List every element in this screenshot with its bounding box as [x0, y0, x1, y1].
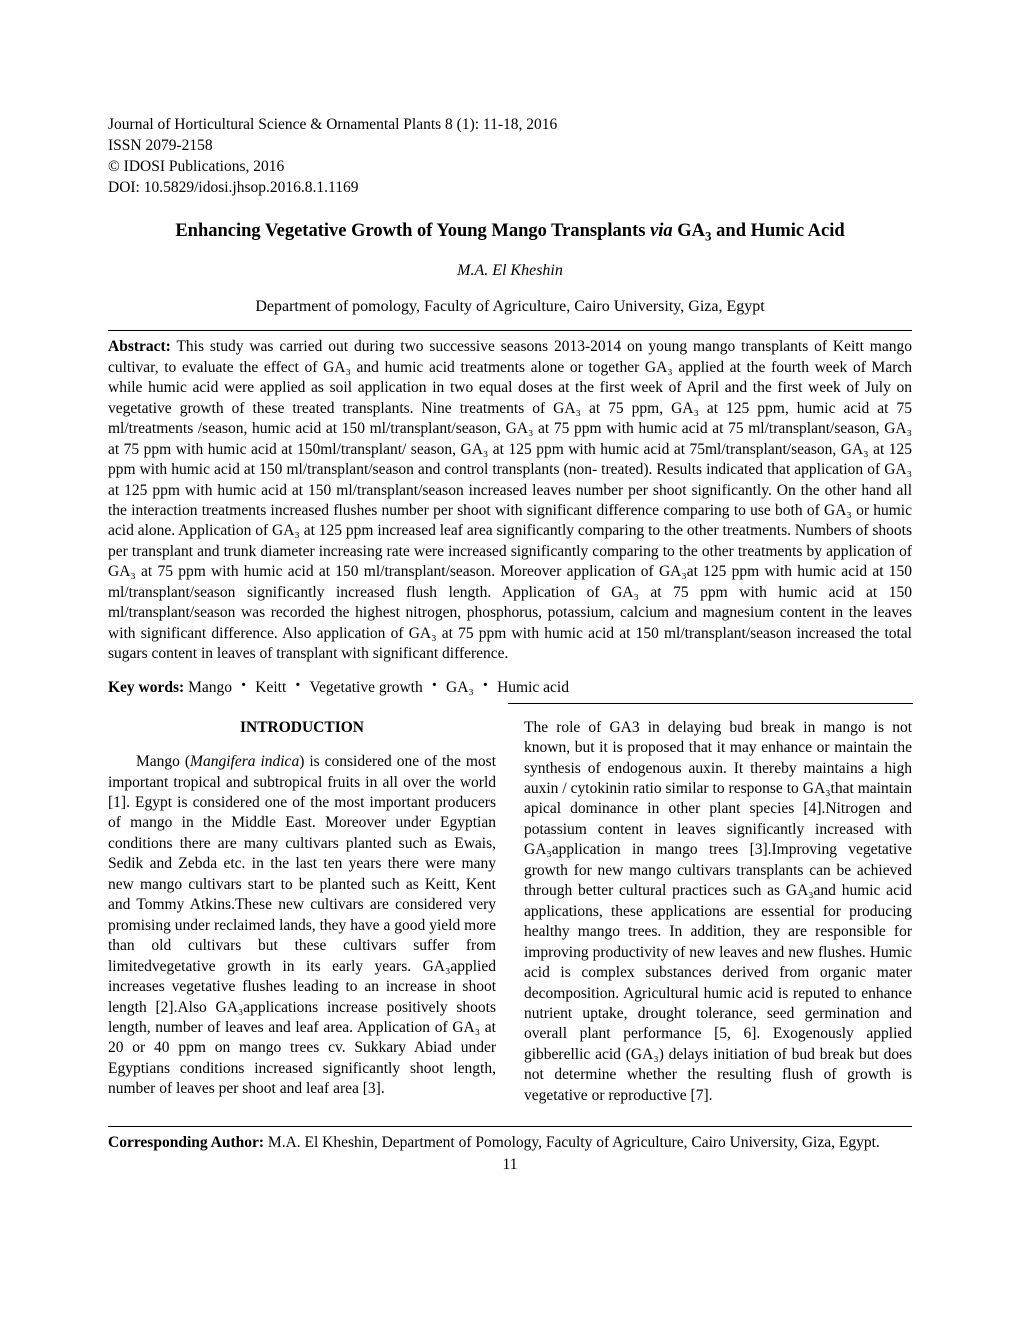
introduction-heading: INTRODUCTION: [108, 718, 496, 738]
page-number: 11: [108, 1156, 912, 1174]
author-name: M.A. El Kheshin: [108, 262, 912, 280]
divider-footer: [108, 1126, 912, 1127]
journal-issn: ISSN 2079-2158: [108, 136, 912, 157]
column-left: INTRODUCTION Mango (Mangifera indica) is…: [108, 718, 496, 1107]
column-left-paragraph: Mango (Mangifera indica) is considered o…: [108, 752, 496, 1100]
keyword-item: Mango: [188, 679, 232, 696]
title-italic: via: [650, 221, 673, 241]
keyword-item: Humic acid: [497, 679, 569, 696]
keyword-separator: ・: [232, 677, 255, 694]
footer-corresponding: Corresponding Author: M.A. El Kheshin, D…: [108, 1133, 912, 1154]
journal-doi: DOI: 10.5829/idosi.jhsop.2016.8.1.1169: [108, 178, 912, 199]
column-right: The role of GA3 in delaying bud break in…: [524, 718, 912, 1107]
keyword-item: Keitt: [255, 679, 286, 696]
keywords-block: Key words: Mango ・ Keitt ・ Vegetative gr…: [108, 675, 912, 697]
keywords-label: Key words:: [108, 679, 184, 696]
abstract-text: This study was carried out during two su…: [108, 338, 912, 662]
column-right-paragraph: The role of GA3 in delaying bud break in…: [524, 718, 912, 1107]
title-part2: GA: [673, 221, 705, 241]
keywords-list: Mango ・ Keitt ・ Vegetative growth ・ GA₃ …: [188, 677, 569, 696]
author-affiliation: Department of pomology, Faculty of Agric…: [108, 298, 912, 316]
footer-text: M.A. El Kheshin, Department of Pomology,…: [264, 1134, 880, 1151]
keyword-item: Vegetative growth: [310, 679, 423, 696]
keyword-separator: ・: [474, 677, 497, 694]
keyword-item: GA₃: [446, 679, 474, 696]
paper-title: Enhancing Vegetative Growth of Young Man…: [108, 221, 912, 245]
abstract-block: Abstract: This study was carried out dur…: [108, 337, 912, 664]
keyword-separator: ・: [423, 677, 446, 694]
divider-top: [108, 330, 912, 331]
journal-header: Journal of Horticultural Science & Ornam…: [108, 115, 912, 199]
title-part1: Enhancing Vegetative Growth of Young Man…: [175, 221, 650, 241]
body-columns: INTRODUCTION Mango (Mangifera indica) is…: [108, 718, 912, 1107]
journal-copyright: © IDOSI Publications, 2016: [108, 157, 912, 178]
title-part3: and Humic Acid: [712, 221, 845, 241]
abstract-label: Abstract:: [108, 338, 171, 355]
footer-label: Corresponding Author:: [108, 1134, 264, 1151]
keyword-separator: ・: [286, 677, 309, 694]
journal-line: Journal of Horticultural Science & Ornam…: [108, 115, 912, 136]
species-name: Mangifera indica: [190, 753, 299, 770]
divider-keywords: [508, 703, 913, 704]
